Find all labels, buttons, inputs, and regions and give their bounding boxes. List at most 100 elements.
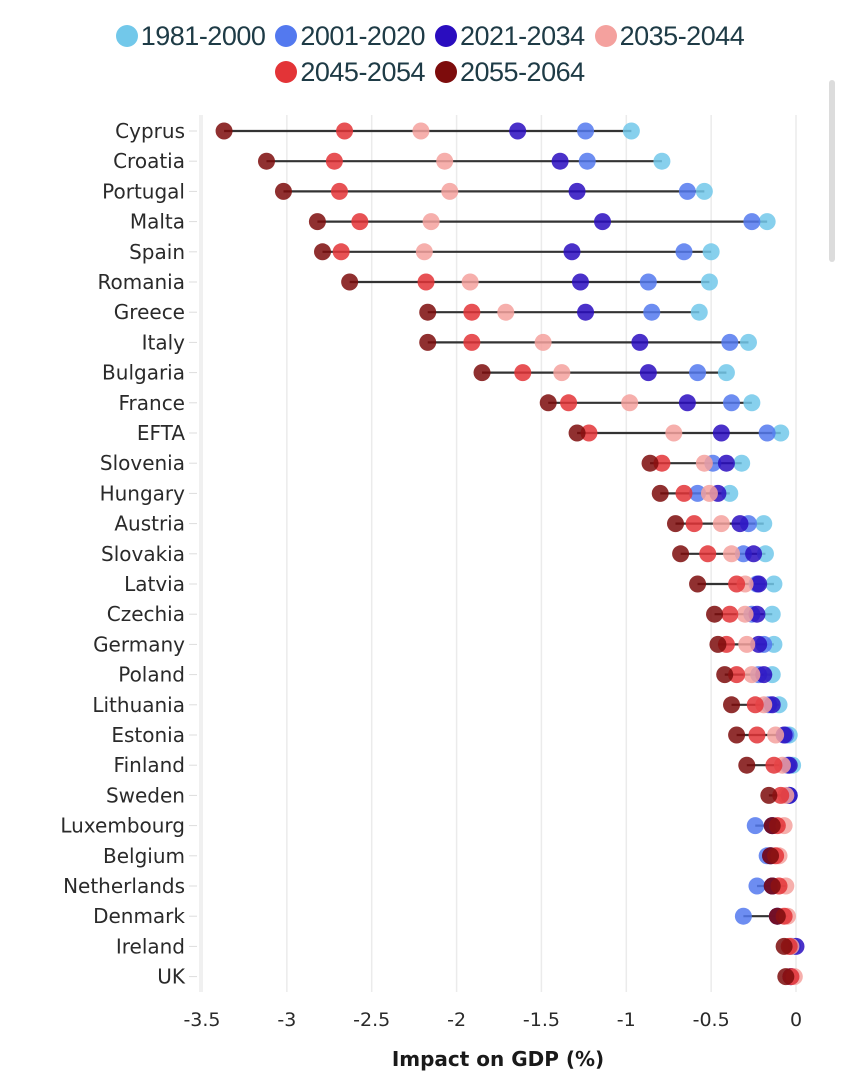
data-point-2001-2020[interactable] bbox=[643, 303, 661, 321]
data-point-2045-2054[interactable] bbox=[721, 605, 739, 623]
data-point-2045-2054[interactable] bbox=[653, 454, 671, 472]
data-point-2001-2020[interactable] bbox=[743, 213, 761, 231]
data-point-2045-2054[interactable] bbox=[765, 756, 783, 774]
data-point-2035-2044[interactable] bbox=[723, 545, 741, 563]
data-point-2021-2034[interactable] bbox=[731, 515, 749, 533]
data-point-2021-2034[interactable] bbox=[631, 333, 649, 351]
data-point-2055-2064[interactable] bbox=[723, 696, 741, 714]
data-point-1981-2000[interactable] bbox=[702, 243, 720, 261]
data-point-2045-2054[interactable] bbox=[772, 786, 790, 804]
data-point-2001-2020[interactable] bbox=[721, 333, 739, 351]
legend-item[interactable]: 2055-2064 bbox=[435, 57, 585, 88]
data-point-2045-2054[interactable] bbox=[699, 545, 717, 563]
legend-item[interactable]: 2045-2054 bbox=[275, 57, 425, 88]
data-point-2055-2064[interactable] bbox=[539, 394, 557, 412]
data-point-2055-2064[interactable] bbox=[257, 152, 275, 170]
data-point-2045-2054[interactable] bbox=[332, 243, 350, 261]
data-point-2055-2064[interactable] bbox=[777, 968, 795, 986]
data-point-2055-2064[interactable] bbox=[775, 937, 793, 955]
data-point-2055-2064[interactable] bbox=[419, 333, 437, 351]
data-point-1981-2000[interactable] bbox=[717, 364, 735, 382]
data-point-2055-2064[interactable] bbox=[568, 424, 586, 442]
legend-item[interactable]: 2021-2034 bbox=[435, 21, 585, 52]
data-point-1981-2000[interactable] bbox=[733, 454, 751, 472]
data-point-2001-2020[interactable] bbox=[734, 907, 752, 925]
data-point-2001-2020[interactable] bbox=[723, 394, 741, 412]
data-point-1981-2000[interactable] bbox=[743, 394, 761, 412]
data-point-2045-2054[interactable] bbox=[336, 122, 354, 140]
data-point-2001-2020[interactable] bbox=[689, 484, 707, 502]
data-point-2001-2020[interactable] bbox=[675, 243, 693, 261]
data-point-2021-2034[interactable] bbox=[755, 666, 773, 684]
data-point-2045-2054[interactable] bbox=[580, 424, 598, 442]
scrollbar[interactable] bbox=[829, 80, 835, 262]
data-point-2045-2054[interactable] bbox=[463, 303, 481, 321]
data-point-2035-2044[interactable] bbox=[461, 273, 479, 291]
data-point-2055-2064[interactable] bbox=[763, 817, 781, 835]
data-point-2035-2044[interactable] bbox=[553, 364, 571, 382]
data-point-2021-2034[interactable] bbox=[568, 182, 586, 200]
data-point-2021-2034[interactable] bbox=[750, 635, 768, 653]
data-point-1981-2000[interactable] bbox=[756, 545, 774, 563]
data-point-1981-2000[interactable] bbox=[700, 273, 718, 291]
data-point-2035-2044[interactable] bbox=[621, 394, 639, 412]
data-point-2055-2064[interactable] bbox=[641, 454, 659, 472]
data-point-2055-2064[interactable] bbox=[215, 122, 233, 140]
data-point-2045-2054[interactable] bbox=[417, 273, 435, 291]
data-point-1981-2000[interactable] bbox=[622, 122, 640, 140]
data-point-2035-2044[interactable] bbox=[695, 454, 713, 472]
data-point-2021-2034[interactable] bbox=[551, 152, 569, 170]
data-point-2021-2034[interactable] bbox=[748, 605, 766, 623]
data-point-2021-2034[interactable] bbox=[594, 213, 612, 231]
data-point-2055-2064[interactable] bbox=[419, 303, 437, 321]
data-point-2055-2064[interactable] bbox=[274, 182, 292, 200]
data-point-2055-2064[interactable] bbox=[763, 877, 781, 895]
data-point-2045-2054[interactable] bbox=[728, 666, 746, 684]
data-point-2055-2064[interactable] bbox=[341, 273, 359, 291]
data-point-2021-2034[interactable] bbox=[745, 545, 763, 563]
data-point-1981-2000[interactable] bbox=[695, 182, 713, 200]
data-point-2045-2054[interactable] bbox=[746, 696, 764, 714]
data-point-2021-2034[interactable] bbox=[571, 273, 589, 291]
data-point-2001-2020[interactable] bbox=[689, 364, 707, 382]
data-point-2001-2020[interactable] bbox=[577, 122, 595, 140]
data-point-2055-2064[interactable] bbox=[308, 213, 326, 231]
data-point-2055-2064[interactable] bbox=[672, 545, 690, 563]
data-point-2035-2044[interactable] bbox=[534, 333, 552, 351]
data-point-2001-2020[interactable] bbox=[678, 182, 696, 200]
data-point-2045-2054[interactable] bbox=[351, 213, 369, 231]
data-point-2035-2044[interactable] bbox=[743, 666, 761, 684]
data-point-2035-2044[interactable] bbox=[497, 303, 515, 321]
data-point-2045-2054[interactable] bbox=[330, 182, 348, 200]
data-point-2035-2044[interactable] bbox=[436, 152, 454, 170]
data-point-2021-2034[interactable] bbox=[577, 303, 595, 321]
data-point-2035-2044[interactable] bbox=[412, 122, 430, 140]
data-point-2021-2034[interactable] bbox=[717, 454, 735, 472]
data-point-2001-2020[interactable] bbox=[578, 152, 596, 170]
data-point-2055-2064[interactable] bbox=[667, 515, 685, 533]
data-point-2021-2034[interactable] bbox=[563, 243, 581, 261]
data-point-2055-2064[interactable] bbox=[762, 847, 780, 865]
data-point-1981-2000[interactable] bbox=[763, 605, 781, 623]
data-point-1981-2000[interactable] bbox=[690, 303, 708, 321]
legend-item[interactable]: 2035-2044 bbox=[594, 21, 745, 52]
data-point-2021-2034[interactable] bbox=[639, 364, 657, 382]
data-point-1981-2000[interactable] bbox=[739, 333, 757, 351]
data-point-2001-2020[interactable] bbox=[746, 817, 764, 835]
legend-item[interactable]: 2001-2020 bbox=[275, 21, 425, 52]
data-point-2021-2034[interactable] bbox=[678, 394, 696, 412]
data-point-2035-2044[interactable] bbox=[700, 484, 718, 502]
data-point-2035-2044[interactable] bbox=[736, 605, 754, 623]
data-point-2045-2054[interactable] bbox=[325, 152, 343, 170]
data-point-1981-2000[interactable] bbox=[772, 424, 790, 442]
data-point-2055-2064[interactable] bbox=[706, 605, 724, 623]
data-point-2021-2034[interactable] bbox=[712, 424, 730, 442]
data-point-2055-2064[interactable] bbox=[689, 575, 707, 593]
data-point-2045-2054[interactable] bbox=[728, 575, 746, 593]
data-point-2055-2064[interactable] bbox=[768, 907, 786, 925]
data-point-2055-2064[interactable] bbox=[313, 243, 331, 261]
data-point-2035-2044[interactable] bbox=[415, 243, 433, 261]
data-point-2001-2020[interactable] bbox=[758, 424, 776, 442]
data-point-2021-2034[interactable] bbox=[750, 575, 768, 593]
data-point-2045-2054[interactable] bbox=[748, 726, 766, 744]
